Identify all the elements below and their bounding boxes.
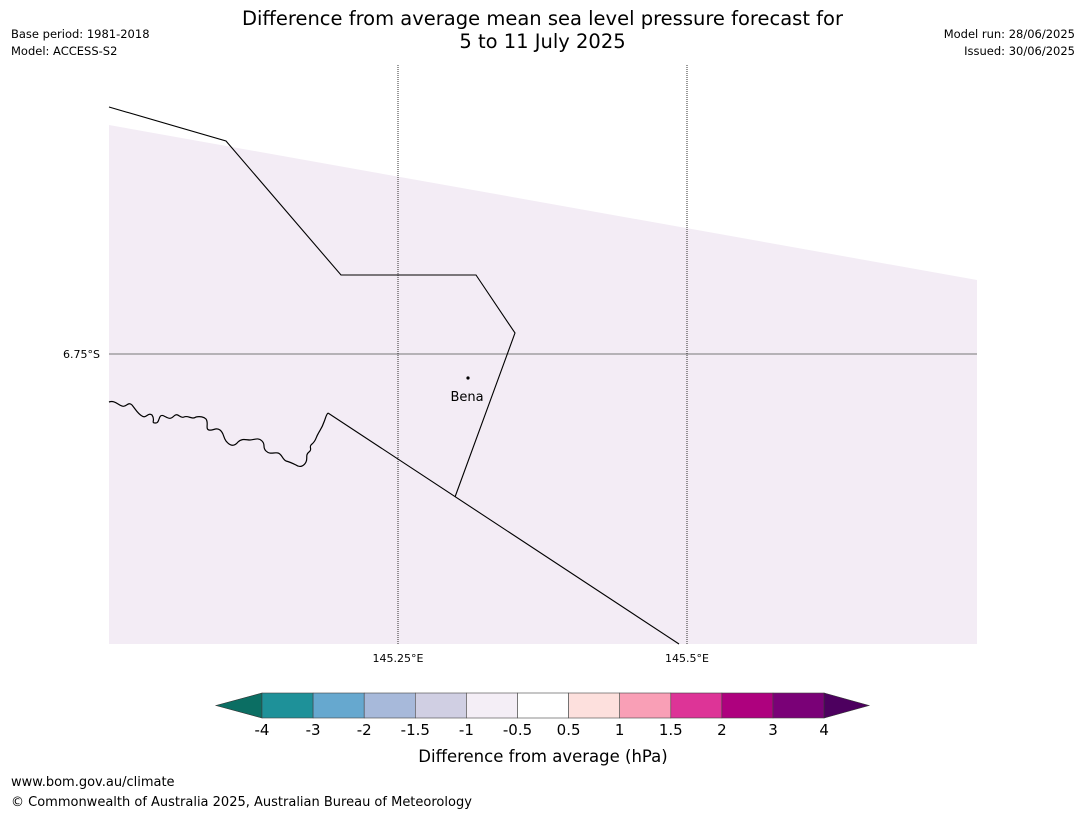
colorbar-tick-label: 2 xyxy=(717,721,727,739)
lon-tick-label-1: 145.25°E xyxy=(373,652,424,665)
title-line-2: 5 to 11 July 2025 xyxy=(459,30,626,53)
bena-label: Bena xyxy=(450,390,483,405)
colorbar-tick-label: -0.5 xyxy=(503,721,532,739)
lat-tick-label: 6.75°S xyxy=(63,348,100,361)
colorbar-swatch xyxy=(517,692,569,719)
colorbar-tick-label: 1 xyxy=(615,721,625,739)
colorbar-title: Difference from average (hPa) xyxy=(418,747,667,766)
colorbar-swatch xyxy=(619,692,672,719)
colorbar-extend-high xyxy=(823,692,871,719)
lon-tick-label-2: 145.5°E xyxy=(665,652,709,665)
colorbar-tick-label: 4 xyxy=(819,721,829,739)
colorbar-legend: -4 -3 -2 -1.5 -1 -0.5 0.5 1 1.5 2 3 4 xyxy=(214,692,871,739)
base-period-text: Base period: 1981-2018 xyxy=(11,27,150,41)
model-text: Model: ACCESS-S2 xyxy=(11,44,118,58)
colorbar-tick-label: -2 xyxy=(357,721,372,739)
colorbar-swatch xyxy=(261,692,314,719)
bena-marker xyxy=(466,376,470,380)
colorbar-swatch xyxy=(312,692,365,719)
colorbar-swatch xyxy=(414,692,467,719)
anomaly-fill-region xyxy=(109,125,977,644)
colorbar-swatch xyxy=(772,692,825,719)
province-boundary-north xyxy=(108,106,516,498)
title-line-1: Difference from average mean sea level p… xyxy=(242,7,843,30)
chart-title: Difference from average mean sea level p… xyxy=(0,7,1085,53)
colorbar-extend-low xyxy=(214,692,263,719)
colorbar-swatch xyxy=(363,692,416,719)
river-line xyxy=(108,400,329,468)
colorbar-swatch xyxy=(466,692,518,719)
colorbar-tick-label: 3 xyxy=(768,721,778,739)
colorbar-tick-label: 0.5 xyxy=(557,721,581,739)
map-panel: Bena 6.75°S 145.25°E 145.5°E xyxy=(63,65,977,665)
colorbar-swatch xyxy=(721,692,774,719)
footer-copyright: © Commonwealth of Australia 2025, Austra… xyxy=(11,795,472,810)
colorbar-tick-label: -4 xyxy=(255,721,270,739)
model-run-text: Model run: 28/06/2025 xyxy=(943,27,1075,41)
province-boundary-south xyxy=(327,412,680,645)
footer-url: www.bom.gov.au/climate xyxy=(11,775,175,790)
colorbar-swatch xyxy=(568,692,620,719)
colorbar-tick-label: -3 xyxy=(306,721,321,739)
colorbar-tick-label: 1.5 xyxy=(659,721,683,739)
meta-right: Model run: 28/06/2025 Issued: 30/06/2025 xyxy=(944,26,1075,60)
issued-text: Issued: 30/06/2025 xyxy=(964,44,1075,58)
colorbar-tick-label: -1.5 xyxy=(401,721,430,739)
colorbar-tick-label: -1 xyxy=(459,721,474,739)
meta-left: Base period: 1981-2018 Model: ACCESS-S2 xyxy=(11,26,150,60)
colorbar-swatch xyxy=(670,692,723,719)
